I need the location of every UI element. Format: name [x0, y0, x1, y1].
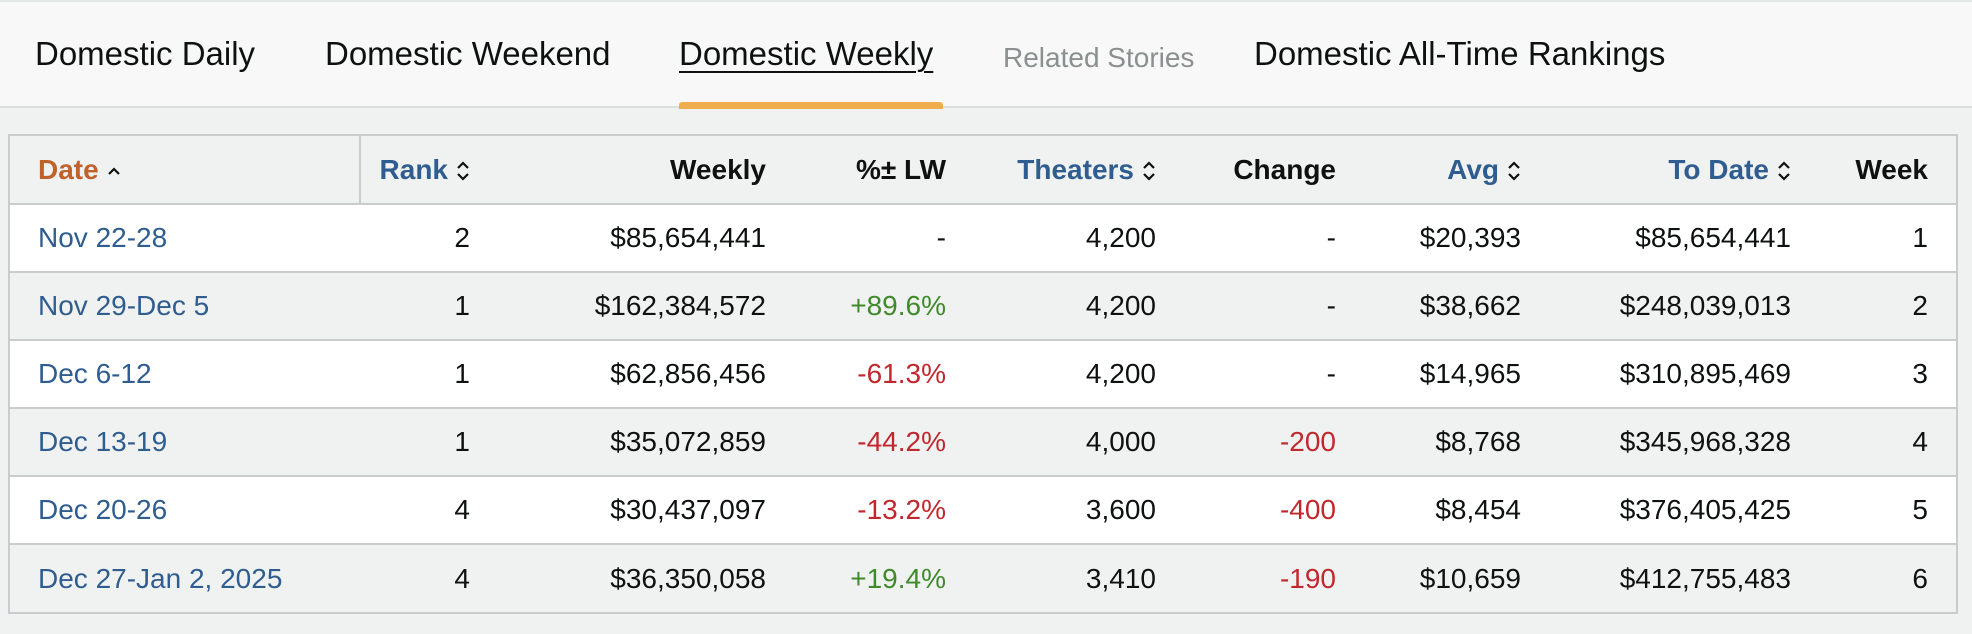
row-change: -	[1326, 290, 1336, 321]
row-change: -400	[1279, 494, 1336, 525]
header-rank[interactable]: Rank	[360, 136, 496, 204]
tab-domestic-weekend[interactable]: Domestic Weekend	[325, 35, 611, 72]
header-pct-lw: %± LW	[855, 153, 946, 185]
row-to-date: $248,039,013	[1619, 290, 1791, 321]
row-date-link[interactable]: Dec 27-Jan 2, 2025	[38, 562, 283, 594]
row-week: 3	[1912, 358, 1928, 389]
row-weekly: $30,437,097	[610, 494, 766, 525]
row-avg: $8,454	[1435, 494, 1521, 525]
row-pct-lw: -44.2%	[857, 426, 946, 457]
active-tab-indicator	[679, 102, 943, 109]
header-week: Week	[1855, 153, 1928, 185]
row-date-link[interactable]: Nov 22-28	[38, 222, 168, 253]
row-week: 2	[1912, 290, 1928, 321]
table-row: Dec 27-Jan 2, 2025 4 $36,350,058 +19.4% …	[10, 544, 1956, 612]
row-pct-lw: -61.3%	[857, 358, 946, 389]
table-row: Nov 29-Dec 5 1 $162,384,572 +89.6% 4,200…	[10, 272, 1956, 340]
row-pct-lw: -	[936, 222, 946, 253]
row-rank: 4	[454, 494, 470, 525]
row-date-link[interactable]: Dec 6-12	[38, 358, 152, 389]
row-date-link[interactable]: Nov 29-Dec 5	[38, 290, 210, 321]
row-theaters: 4,200	[1085, 222, 1156, 253]
tab-related-stories[interactable]: Related Stories	[1003, 42, 1195, 73]
sort-up-down-icon[interactable]	[456, 160, 470, 182]
table-row: Dec 20-26 4 $30,437,097 -13.2% 3,600 -40…	[10, 476, 1956, 544]
row-rank: 4	[454, 562, 470, 594]
header-avg-label[interactable]: Avg	[1447, 153, 1499, 185]
header-date[interactable]: Date	[10, 136, 361, 204]
tab-domestic-daily[interactable]: Domestic Daily	[35, 35, 256, 72]
row-weekly: $162,384,572	[594, 290, 766, 321]
row-to-date: $85,654,441	[1635, 222, 1791, 253]
sort-up-down-icon[interactable]	[1777, 160, 1791, 182]
table-row: Dec 6-12 1 $62,856,456 -61.3% 4,200 - $1…	[10, 340, 1956, 408]
header-weekly: Weekly	[670, 153, 766, 185]
row-change: -200	[1279, 426, 1336, 457]
row-avg: $8,768	[1435, 426, 1521, 457]
row-theaters: 4,200	[1085, 358, 1156, 389]
header-rank-label[interactable]: Rank	[379, 153, 448, 185]
table-row: Nov 22-28 2 $85,654,441 - 4,200 - $20,39…	[10, 204, 1956, 272]
row-rank: 1	[454, 290, 470, 321]
row-week: 1	[1912, 222, 1928, 253]
row-theaters: 3,600	[1085, 494, 1156, 525]
row-to-date: $310,895,469	[1619, 358, 1791, 389]
tab-domestic-weekly[interactable]: Domestic Weekly	[679, 35, 934, 72]
chevron-up-icon[interactable]	[107, 166, 121, 176]
row-change: -190	[1279, 562, 1336, 594]
row-rank: 1	[454, 426, 470, 457]
row-theaters: 3,410	[1085, 562, 1156, 594]
row-rank: 2	[454, 222, 470, 253]
row-theaters: 4,000	[1085, 426, 1156, 457]
row-week: 5	[1912, 494, 1928, 525]
row-to-date: $345,968,328	[1619, 426, 1791, 457]
row-weekly: $85,654,441	[610, 222, 766, 253]
row-theaters: 4,200	[1085, 290, 1156, 321]
row-week: 4	[1912, 426, 1928, 457]
row-weekly: $62,856,456	[610, 358, 766, 389]
header-avg[interactable]: Avg	[1336, 136, 1521, 204]
row-pct-lw: +19.4%	[850, 562, 946, 594]
row-avg: $14,965	[1419, 358, 1521, 389]
row-avg: $10,659	[1419, 562, 1521, 594]
tabs-bar: Domestic Daily Domestic Weekend Domestic…	[0, 0, 1972, 109]
weekly-box-office-table: Date Rank Weekly %± LW Theaters Change	[8, 134, 1958, 614]
row-to-date: $376,405,425	[1619, 494, 1791, 525]
row-pct-lw: +89.6%	[850, 290, 946, 321]
row-date-link[interactable]: Dec 13-19	[38, 426, 168, 457]
row-change: -	[1326, 222, 1336, 253]
header-to-date-label[interactable]: To Date	[1668, 153, 1769, 185]
sort-up-down-icon[interactable]	[1142, 160, 1156, 182]
row-to-date: $412,755,483	[1619, 562, 1791, 594]
row-weekly: $35,072,859	[610, 426, 766, 457]
table-header-row: Date Rank Weekly %± LW Theaters Change	[10, 136, 1956, 204]
header-theaters-label[interactable]: Theaters	[1017, 153, 1134, 185]
header-date-label[interactable]: Date	[38, 153, 99, 185]
row-weekly: $36,350,058	[610, 562, 766, 594]
row-rank: 1	[454, 358, 470, 389]
header-change: Change	[1233, 153, 1336, 185]
table-row: Dec 13-19 1 $35,072,859 -44.2% 4,000 -20…	[10, 408, 1956, 476]
row-date-link[interactable]: Dec 20-26	[38, 494, 168, 525]
tab-domestic-all-time-rankings[interactable]: Domestic All-Time Rankings	[1254, 35, 1666, 72]
row-avg: $20,393	[1419, 222, 1521, 253]
sort-up-down-icon[interactable]	[1507, 160, 1521, 182]
header-theaters[interactable]: Theaters	[946, 136, 1156, 204]
row-pct-lw: -13.2%	[857, 494, 946, 525]
row-avg: $38,662	[1419, 290, 1521, 321]
header-to-date[interactable]: To Date	[1521, 136, 1791, 204]
row-change: -	[1326, 358, 1336, 389]
row-week: 6	[1912, 562, 1928, 594]
